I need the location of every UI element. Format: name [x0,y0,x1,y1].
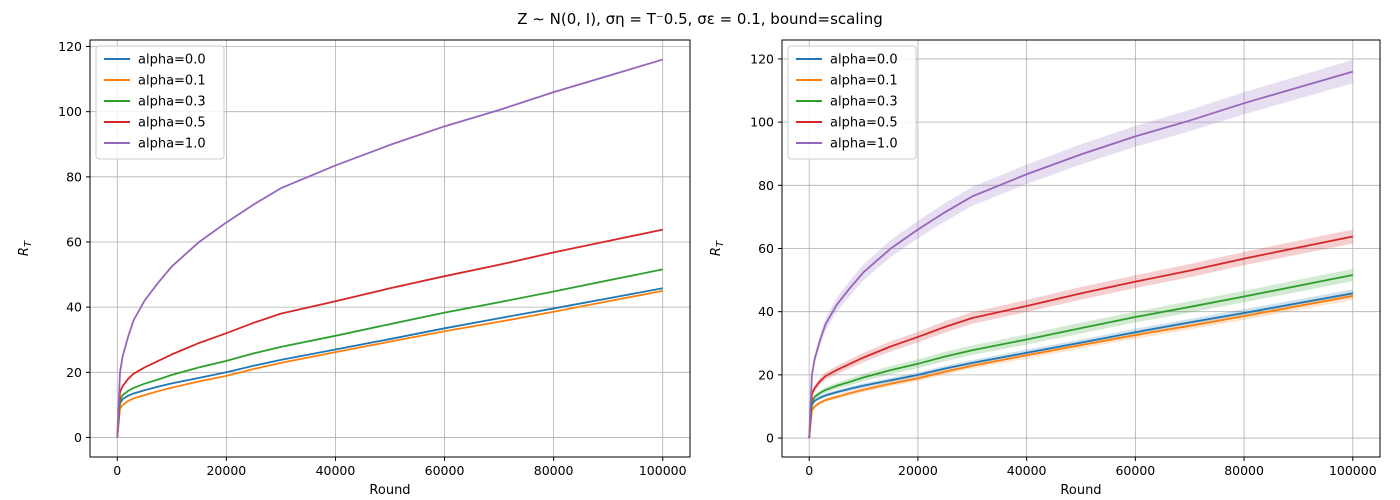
right-chart-panel: 0 20000 40000 60000 80000 100000 0 20 40 60 80 100 1… [709,39,1381,498]
y-tick-label: 0 [766,431,774,446]
series-line-4 [808,70,1354,439]
legend-box [787,45,917,160]
legend-label: alpha=0.3 [138,95,206,110]
confidence-band-series-3 [809,229,1353,439]
legend-label: alpha=1.0 [830,137,898,152]
y-axis-label: RT [709,240,726,256]
x-tick-label: 60000 [425,463,465,478]
plot-area [808,59,1354,439]
legend-label: alpha=0.5 [830,116,898,131]
series-line-2 [808,274,1353,439]
series-line-2 [116,268,663,438]
left-chart-panel: 0 20000 40000 60000 80000 100000 0 20 40 60 80 100 1… [17,39,691,498]
y-tick-label: 80 [66,169,82,184]
x-tick-label: 40000 [316,463,356,478]
x-tick-label: 20000 [898,463,938,478]
series-line-0 [808,292,1353,439]
x-tick-label: 100000 [1329,463,1377,478]
x-tick-label: 80000 [534,463,574,478]
y-tick-label: 40 [66,300,82,315]
plot-area [116,58,663,438]
x-tick-label: 20000 [206,463,246,478]
confidence-band-series-0 [809,289,1353,439]
y-tick-label: 120 [58,39,82,54]
legend-box [95,45,225,160]
series-line-3 [808,235,1353,439]
y-tick-label: 120 [750,51,774,66]
legend-label: alpha=1.0 [138,137,206,152]
legend-label: alpha=0.0 [830,53,898,68]
x-axis-label: Round [369,483,410,498]
y-tick-label: 100 [58,104,82,119]
y-tick-label: 60 [758,241,774,256]
y-tick-label: 80 [758,178,774,193]
y-tick-label: 20 [758,367,774,382]
confidence-band-series-1 [809,291,1353,439]
series-line-3 [116,228,663,438]
y-tick-label: 40 [758,304,774,319]
x-tick-label: 40000 [1007,463,1047,478]
x-tick-label: 100000 [639,463,687,478]
legend-label: alpha=0.1 [138,74,206,89]
series-line-4 [116,58,663,438]
x-axis-label: Round [1060,483,1101,498]
legend-label: alpha=0.0 [138,53,206,68]
confidence-band-series-4 [809,59,1353,439]
legend: alpha=0.0 alpha=0.1 alpha=0.3 alpha=0.5 alph… [95,45,225,160]
x-tick-label: 60000 [1115,463,1155,478]
legend-label: alpha=0.3 [830,95,898,110]
legend: alpha=0.0 alpha=0.1 alpha=0.3 alpha=0.5 alph… [787,45,917,160]
legend-label: alpha=0.1 [830,74,898,89]
legend-label: alpha=0.5 [138,116,206,131]
y-axis-label: RT [17,240,34,256]
figure-suptitle: Z ∼ N(0, I), ση = T⁻0.5, σε = 0.1, bound… [517,10,882,28]
series-line-0 [116,287,663,438]
x-tick-label: 0 [113,463,121,478]
y-tick-label: 20 [66,365,82,380]
series-line-1 [116,289,663,438]
x-tick-label: 0 [805,463,813,478]
axes-frame [89,39,691,458]
y-tick-label: 0 [74,430,82,445]
y-tick-label: 100 [750,115,774,130]
series-line-1 [808,295,1353,439]
x-tick-label: 80000 [1224,463,1264,478]
y-tick-label: 60 [66,234,82,249]
